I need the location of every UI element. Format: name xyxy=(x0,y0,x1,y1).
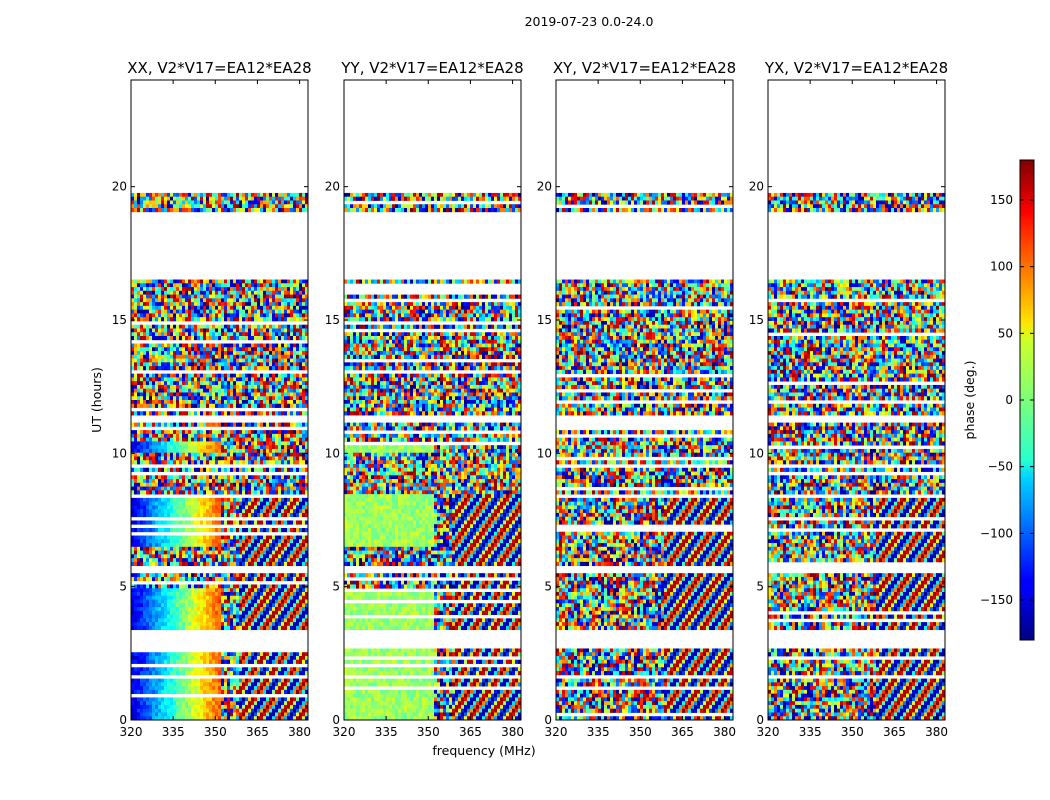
y-tick-label: 5 xyxy=(332,580,340,594)
phase-heatmap xyxy=(556,192,733,720)
x-tick-label: 320 xyxy=(333,725,356,739)
colorbar-tick-label: 0 xyxy=(1005,393,1013,407)
x-tick-label: 365 xyxy=(883,725,906,739)
colorbar-tick-label: 150 xyxy=(990,193,1013,207)
y-tick-label: 10 xyxy=(537,446,552,460)
x-tick-label: 335 xyxy=(799,725,822,739)
y-tick-label: 20 xyxy=(112,180,127,194)
colorbar-tick-label: 100 xyxy=(990,260,1013,274)
y-tick-label: 20 xyxy=(749,180,764,194)
x-tick-label: 350 xyxy=(841,725,864,739)
colorbar-tick-label: −150 xyxy=(980,593,1013,607)
x-tick-label: 350 xyxy=(629,725,652,739)
y-tick-label: 15 xyxy=(325,313,340,327)
phase-heatmap xyxy=(768,192,945,720)
colorbar-tick-label: 50 xyxy=(998,326,1013,340)
axes-frame xyxy=(767,79,946,721)
x-tick-label: 380 xyxy=(288,725,311,739)
y-tick-label: 5 xyxy=(544,580,552,594)
panel-title: XX, V2*V17=EA12*EA28 xyxy=(127,59,311,77)
x-tick-label: 350 xyxy=(204,725,227,739)
figure-title: 2019-07-23 0.0-24.0 xyxy=(525,14,654,29)
panel-4: YX, V2*V17=EA12*EA28 320 335 350 365 380 0 5 10 1… xyxy=(749,59,948,739)
y-tick-label: 10 xyxy=(112,446,127,460)
colorbar-tick-label: −50 xyxy=(988,460,1013,474)
y-tick-label: 0 xyxy=(332,713,340,727)
phase-heatmap xyxy=(344,192,521,720)
y-tick-label: 10 xyxy=(749,446,764,460)
y-tick-label: 0 xyxy=(756,713,764,727)
panel-2: YY, V2*V17=EA12*EA28 320 335 350 365 380 0 5 10 1… xyxy=(325,59,524,739)
y-tick-label: 15 xyxy=(537,313,552,327)
y-tick-label: 15 xyxy=(112,313,127,327)
x-tick-label: 320 xyxy=(120,725,143,739)
colorbar-tick-label: −100 xyxy=(980,526,1013,540)
x-tick-label: 335 xyxy=(587,725,610,739)
colorbar-label: phase (deg.) xyxy=(962,361,977,440)
x-tick-label: 335 xyxy=(162,725,185,739)
x-tick-label: 380 xyxy=(713,725,736,739)
y-tick-label: 5 xyxy=(756,580,764,594)
y-tick-label: 10 xyxy=(325,446,340,460)
x-tick-label: 365 xyxy=(246,725,269,739)
y-tick-label: 0 xyxy=(119,713,127,727)
x-tick-label: 380 xyxy=(501,725,524,739)
y-tick-label: 5 xyxy=(119,580,127,594)
x-tick-label: 320 xyxy=(545,725,568,739)
x-tick-label: 335 xyxy=(375,725,398,739)
panels-group: XX, V2*V17=EA12*EA28 320 335 350 365 380 0 5 10 1… xyxy=(112,59,948,739)
x-tick-label: 365 xyxy=(459,725,482,739)
x-tick-label: 320 xyxy=(757,725,780,739)
phase-heatmap xyxy=(131,192,308,720)
axes-frame xyxy=(130,79,309,721)
axes-frame xyxy=(343,79,522,721)
y-axis-label: UT (hours) xyxy=(89,367,104,433)
y-tick-label: 20 xyxy=(325,180,340,194)
axes-frame xyxy=(555,79,734,721)
y-tick-label: 20 xyxy=(537,180,552,194)
panel-3: XY, V2*V17=EA12*EA28 320 335 350 365 380 0 5 10 1… xyxy=(537,59,736,739)
y-tick-label: 0 xyxy=(544,713,552,727)
panel-title: YX, V2*V17=EA12*EA28 xyxy=(764,59,948,77)
panel-1: XX, V2*V17=EA12*EA28 320 335 350 365 380 0 5 10 1… xyxy=(112,59,312,739)
x-axis-label: frequency (MHz) xyxy=(432,743,535,758)
x-tick-label: 350 xyxy=(417,725,440,739)
panel-title: YY, V2*V17=EA12*EA28 xyxy=(340,59,523,77)
panel-title: XY, V2*V17=EA12*EA28 xyxy=(553,59,736,77)
x-tick-label: 380 xyxy=(925,725,948,739)
y-tick-label: 15 xyxy=(749,313,764,327)
x-tick-label: 365 xyxy=(671,725,694,739)
colorbar: 150 100 50 0 −50 −100 −150 xyxy=(980,159,1035,641)
